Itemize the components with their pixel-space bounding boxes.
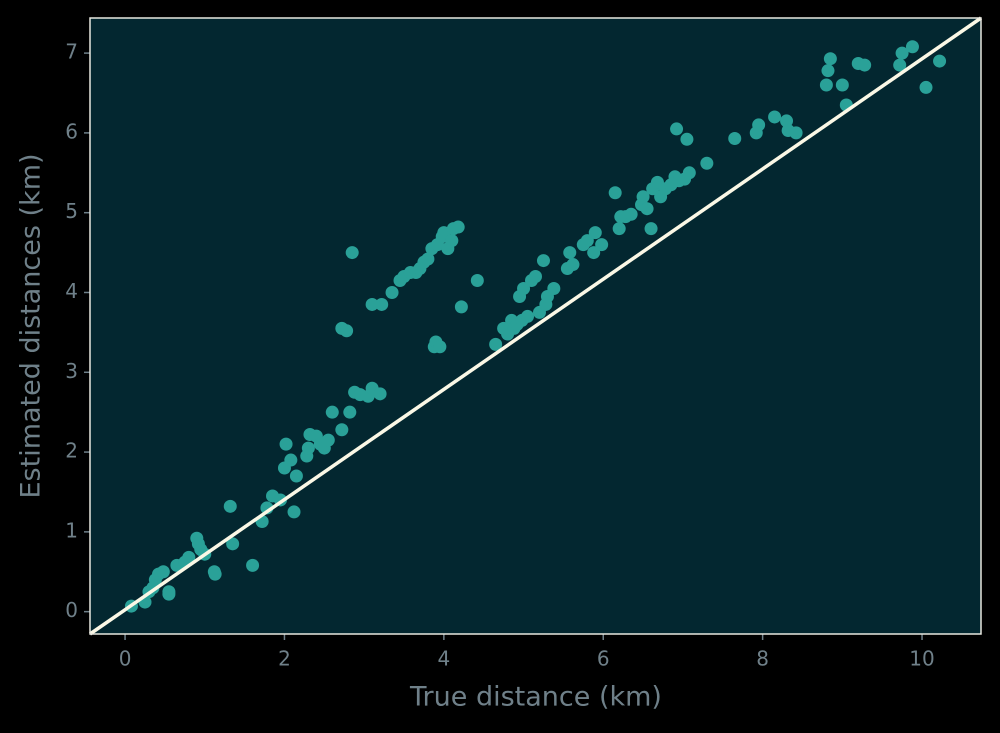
point [284, 453, 298, 467]
point [580, 234, 594, 248]
point [289, 469, 303, 483]
y-tick-label: 5 [65, 199, 78, 223]
point [208, 567, 222, 581]
point [789, 126, 803, 140]
point [335, 423, 349, 437]
point [365, 297, 379, 311]
x-tick-label: 8 [756, 647, 769, 671]
point [612, 222, 626, 236]
plot-frame [89, 17, 982, 635]
point [933, 54, 947, 68]
point [343, 405, 357, 419]
point [433, 340, 447, 354]
point [752, 118, 766, 132]
point [340, 324, 354, 338]
x-tick-label: 0 [119, 647, 132, 671]
point [517, 281, 531, 295]
point [375, 297, 389, 311]
point [893, 58, 907, 72]
points [124, 40, 947, 613]
y-tick-label: 0 [65, 598, 78, 622]
point [536, 254, 550, 268]
point [182, 550, 196, 564]
y-tick-label: 7 [65, 40, 78, 64]
x-tick-label: 2 [278, 647, 291, 671]
point [345, 246, 359, 260]
point [608, 186, 622, 200]
point [636, 190, 650, 204]
point [547, 281, 561, 295]
point [640, 202, 654, 216]
point [895, 46, 909, 60]
point [421, 252, 435, 266]
point [780, 114, 794, 128]
point [521, 309, 535, 323]
point [246, 558, 260, 572]
point [451, 220, 465, 234]
point [325, 405, 339, 419]
point [301, 441, 315, 455]
point [768, 110, 782, 124]
point [680, 132, 694, 146]
y-tick-label: 2 [65, 439, 78, 463]
point [156, 565, 170, 579]
point [682, 166, 696, 180]
y-tick-label: 6 [65, 119, 78, 143]
point [670, 122, 684, 136]
point [728, 131, 742, 145]
point [700, 156, 714, 170]
point [529, 270, 542, 284]
point [223, 499, 237, 513]
point [905, 40, 919, 54]
point [279, 437, 293, 451]
point [835, 78, 849, 92]
point [445, 234, 459, 248]
reference-diagonal [89, 16, 982, 636]
point [470, 274, 484, 288]
point [489, 337, 503, 351]
point [821, 64, 835, 78]
point [919, 80, 933, 94]
point [595, 238, 609, 252]
point [566, 258, 580, 272]
point [588, 226, 602, 240]
point [321, 433, 335, 447]
point [226, 537, 240, 551]
point [644, 222, 658, 236]
point [162, 587, 176, 601]
y-tick-label: 1 [65, 518, 78, 542]
x-tick-label: 10 [909, 647, 934, 671]
y-axis-label: Estimated distances (km) [16, 153, 47, 498]
point [385, 285, 399, 299]
point [587, 246, 601, 260]
y-tick-label: 4 [65, 279, 78, 303]
point [823, 52, 837, 66]
point [819, 78, 833, 92]
point [454, 300, 468, 314]
point [624, 207, 638, 221]
x-tick-label: 4 [437, 647, 450, 671]
x-tick-label: 6 [597, 647, 610, 671]
point [373, 387, 387, 401]
x-axis-label: True distance (km) [409, 682, 662, 713]
point [287, 505, 301, 519]
point [858, 58, 872, 72]
y-tick-label: 3 [65, 359, 78, 383]
point [563, 246, 577, 260]
